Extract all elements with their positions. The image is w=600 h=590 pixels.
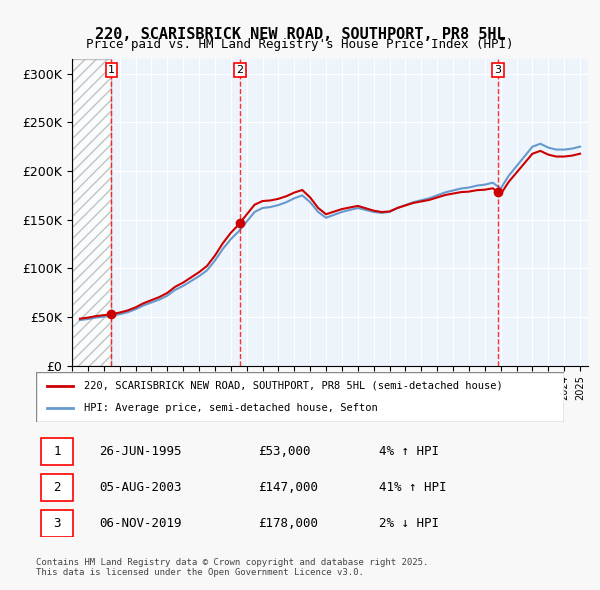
HPI: Average price, semi-detached house, Sefton: (1.99e+03, 4.7e+04): Average price, semi-detached house, Seft…: [76, 316, 83, 323]
HPI: Average price, semi-detached house, Sefton: (2.01e+03, 1.52e+05): Average price, semi-detached house, Seft…: [322, 214, 329, 221]
Text: 220, SCARISBRICK NEW ROAD, SOUTHPORT, PR8 5HL: 220, SCARISBRICK NEW ROAD, SOUTHPORT, PR…: [95, 27, 505, 41]
Line: HPI: Average price, semi-detached house, Sefton: HPI: Average price, semi-detached house,…: [80, 144, 580, 320]
Text: £53,000: £53,000: [258, 445, 310, 458]
FancyBboxPatch shape: [36, 372, 564, 422]
HPI: Average price, semi-detached house, Sefton: (2.02e+03, 2.25e+05): Average price, semi-detached house, Seft…: [577, 143, 584, 150]
Text: 4% ↑ HPI: 4% ↑ HPI: [379, 445, 439, 458]
Text: HPI: Average price, semi-detached house, Sefton: HPI: Average price, semi-detached house,…: [83, 403, 377, 413]
220, SCARISBRICK NEW ROAD, SOUTHPORT, PR8 5HL (semi-detached house): [140, 300, 147, 307]
FancyBboxPatch shape: [41, 474, 73, 501]
Text: 3: 3: [53, 517, 61, 530]
HPI: Average price, semi-detached house, Sefton: (2.01e+03, 1.62e+05): Average price, semi-detached house, Seft…: [394, 205, 401, 212]
HPI: Average price, semi-detached house, Sefton: (2.01e+03, 1.65e+05): Average price, semi-detached house, Seft…: [402, 202, 409, 209]
220, SCARISBRICK NEW ROAD, SOUTHPORT, PR8 5HL (semi-detached house): [354, 202, 361, 209]
HPI: Average price, semi-detached house, Sefton: (2.01e+03, 1.62e+05): Average price, semi-detached house, Seft…: [354, 205, 361, 212]
Text: Contains HM Land Registry data © Crown copyright and database right 2025.
This d: Contains HM Land Registry data © Crown c…: [36, 558, 428, 577]
Text: 1: 1: [108, 65, 115, 75]
220, SCARISBRICK NEW ROAD, SOUTHPORT, PR8 5HL (semi-detached house): [283, 193, 290, 200]
Text: 220, SCARISBRICK NEW ROAD, SOUTHPORT, PR8 5HL (semi-detached house): 220, SCARISBRICK NEW ROAD, SOUTHPORT, PR…: [83, 381, 502, 391]
FancyBboxPatch shape: [41, 438, 73, 465]
220, SCARISBRICK NEW ROAD, SOUTHPORT, PR8 5HL (semi-detached house): [537, 148, 544, 155]
Text: 2: 2: [53, 481, 61, 494]
220, SCARISBRICK NEW ROAD, SOUTHPORT, PR8 5HL (semi-detached house): [402, 202, 409, 209]
Text: £147,000: £147,000: [258, 481, 318, 494]
220, SCARISBRICK NEW ROAD, SOUTHPORT, PR8 5HL (semi-detached house): [394, 204, 401, 211]
220, SCARISBRICK NEW ROAD, SOUTHPORT, PR8 5HL (semi-detached house): [322, 211, 329, 218]
Text: 41% ↑ HPI: 41% ↑ HPI: [379, 481, 446, 494]
Text: 06-NOV-2019: 06-NOV-2019: [100, 517, 182, 530]
Text: 2% ↓ HPI: 2% ↓ HPI: [379, 517, 439, 530]
220, SCARISBRICK NEW ROAD, SOUTHPORT, PR8 5HL (semi-detached house): [76, 315, 83, 322]
Text: 26-JUN-1995: 26-JUN-1995: [100, 445, 182, 458]
Line: 220, SCARISBRICK NEW ROAD, SOUTHPORT, PR8 5HL (semi-detached house): 220, SCARISBRICK NEW ROAD, SOUTHPORT, PR…: [80, 151, 580, 319]
Text: £178,000: £178,000: [258, 517, 318, 530]
HPI: Average price, semi-detached house, Sefton: (2e+03, 6.2e+04): Average price, semi-detached house, Seft…: [140, 302, 147, 309]
FancyBboxPatch shape: [41, 510, 73, 537]
Text: Price paid vs. HM Land Registry's House Price Index (HPI): Price paid vs. HM Land Registry's House …: [86, 38, 514, 51]
Text: 05-AUG-2003: 05-AUG-2003: [100, 481, 182, 494]
Text: 3: 3: [494, 65, 502, 75]
HPI: Average price, semi-detached house, Sefton: (2.02e+03, 2.28e+05): Average price, semi-detached house, Seft…: [537, 140, 544, 148]
Text: 2: 2: [236, 65, 244, 75]
HPI: Average price, semi-detached house, Sefton: (2.01e+03, 1.68e+05): Average price, semi-detached house, Seft…: [283, 199, 290, 206]
Text: 1: 1: [53, 445, 61, 458]
220, SCARISBRICK NEW ROAD, SOUTHPORT, PR8 5HL (semi-detached house): [577, 150, 584, 158]
Bar: [72, 59, 112, 366]
